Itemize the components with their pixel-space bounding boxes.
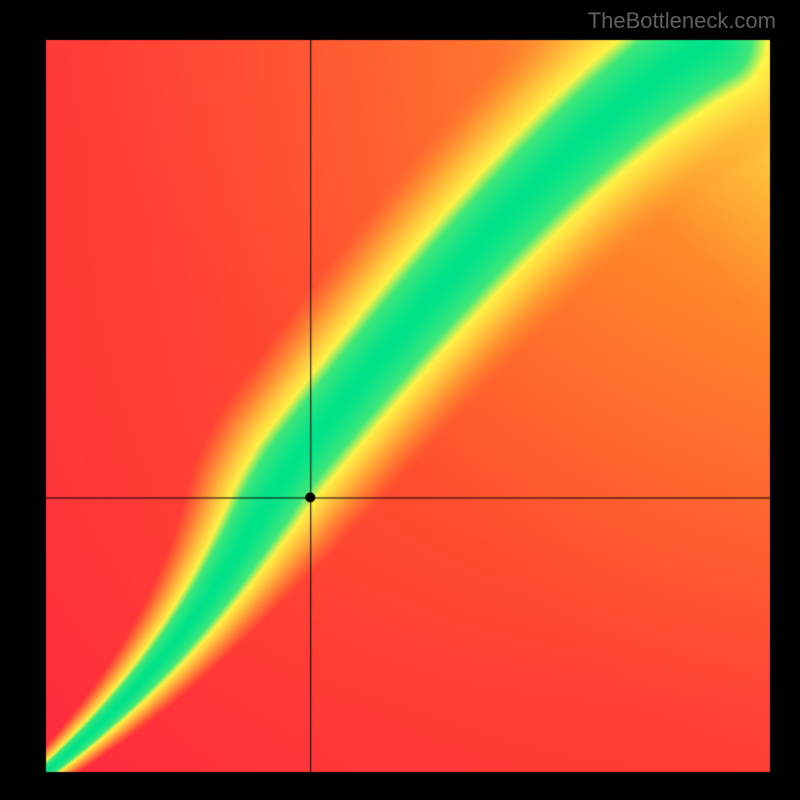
heatmap-canvas bbox=[0, 0, 800, 800]
chart-container: TheBottleneck.com bbox=[0, 0, 800, 800]
watermark-text: TheBottleneck.com bbox=[588, 8, 776, 34]
